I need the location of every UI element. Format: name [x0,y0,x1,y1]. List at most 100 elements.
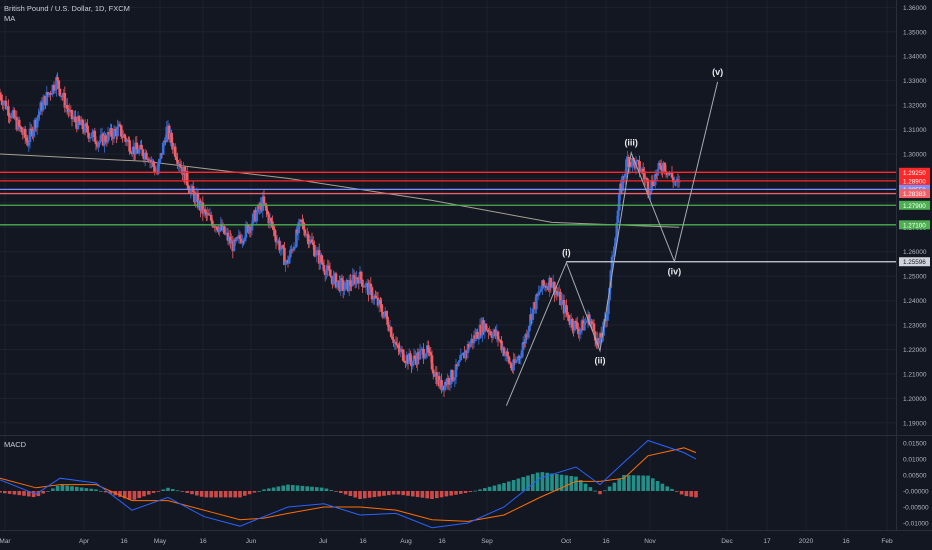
macd-hist-bar [579,480,583,491]
macd-hist-bar [257,490,261,492]
candle-body [491,333,495,338]
candle-body [671,177,675,183]
candle-body [17,119,21,126]
candle-body [617,194,621,211]
candle-body [542,280,545,287]
candle-body [238,235,242,240]
macd-hist-bar [127,490,132,500]
macd-hist-bar [319,487,324,491]
macd-hist-bar [651,478,655,491]
candle-body [71,118,75,120]
macd-hist-bar [180,490,185,492]
candle-body [56,77,59,81]
candle-body [77,116,81,122]
candle-body [385,311,388,317]
candle-body [514,360,518,363]
candle-body [38,111,41,115]
candle-body [328,269,332,277]
candle-body [496,331,500,340]
candle-body [371,299,375,301]
candle-body [352,275,356,277]
candle-body [615,222,619,238]
macd-hist-bar [459,490,463,494]
candle-body [269,218,273,222]
candle-body [443,381,447,390]
candle-body [8,115,11,117]
macd-hist-bar [622,475,626,491]
candle-body [650,180,653,192]
macd-hist-bar [94,489,98,491]
candle-body [313,244,316,257]
candle-body [113,129,117,131]
candle-body [460,354,464,356]
candle-body [343,289,346,291]
candle-body [321,262,325,266]
time-tick-label: 2020 [799,538,814,545]
macd-hist-bar [483,488,487,491]
macd-hist-bar [449,490,453,496]
candle-body [10,112,14,118]
candle-body [178,163,182,167]
macd-hist-bar [363,490,367,499]
candle-body [153,166,157,173]
price-tick-label: 1.19000 [903,420,927,427]
macd-hist-bar [607,486,612,491]
candle-body [125,139,129,143]
macd-hist-bar [487,486,492,491]
price-tick-label: 1.25000 [903,274,927,281]
candle-body [123,134,127,139]
macd-hist-bar [243,490,247,496]
macd-hist-bar [540,472,545,491]
candle-body [118,124,122,126]
macd-hist-bar [559,474,564,491]
candle-body [310,239,314,243]
candle-body [503,354,507,356]
candle-body [368,283,371,295]
price-tick-label: 1.20000 [903,396,927,403]
candle-body [399,349,403,352]
candle-body [593,331,597,341]
time-tick-label: 16 [359,538,367,545]
candle-body [274,236,278,243]
macd-hist-bar [478,489,482,491]
candle-body [87,132,91,139]
candle-body [605,314,609,321]
candle-body [524,334,527,344]
macd-hist-bar [262,489,266,491]
level-price-badge [899,220,930,230]
time-tick-label: Jun [246,538,257,545]
macd-hist-bar [555,474,559,491]
candle-body [613,246,616,256]
time-tick-label: May [154,538,167,545]
macd-hist-bar [151,490,156,493]
macd-hist-bar [391,490,396,495]
candle-body [255,211,259,222]
macd-hist-bar [526,475,530,491]
macd-hist-bar [411,490,415,497]
macd-hist-bar [70,486,74,491]
price-axis: 1.36000 1.35000 1.34000 1.33000 1.32000 1.310… [899,5,930,527]
macd-hist-bar [214,490,218,498]
candle-body [359,271,363,280]
candle-body [98,141,101,143]
candle-body [45,92,49,106]
candle-body [559,291,562,306]
candle-body [537,291,541,296]
candle-body [209,214,213,221]
candle-body [110,128,113,137]
macd-hist-bar [118,490,122,497]
macd-indicator-label: MACD [4,440,27,449]
macd-hist-bar [473,490,477,492]
macd-hist-bar [660,483,665,491]
chart-symbol-title: British Pound / U.S. Dollar, 1D, FXCM [4,4,130,13]
macd-hist-bar [497,484,501,491]
candle-body [104,135,107,142]
candle-body [578,332,581,335]
candle-body [243,237,247,242]
macd-hist-bar [89,488,93,491]
macd-hist-bar [415,490,420,498]
macd-hist-bar [267,488,271,491]
candle-body [265,205,268,211]
candle-body [289,249,292,258]
candle-body [553,281,556,296]
